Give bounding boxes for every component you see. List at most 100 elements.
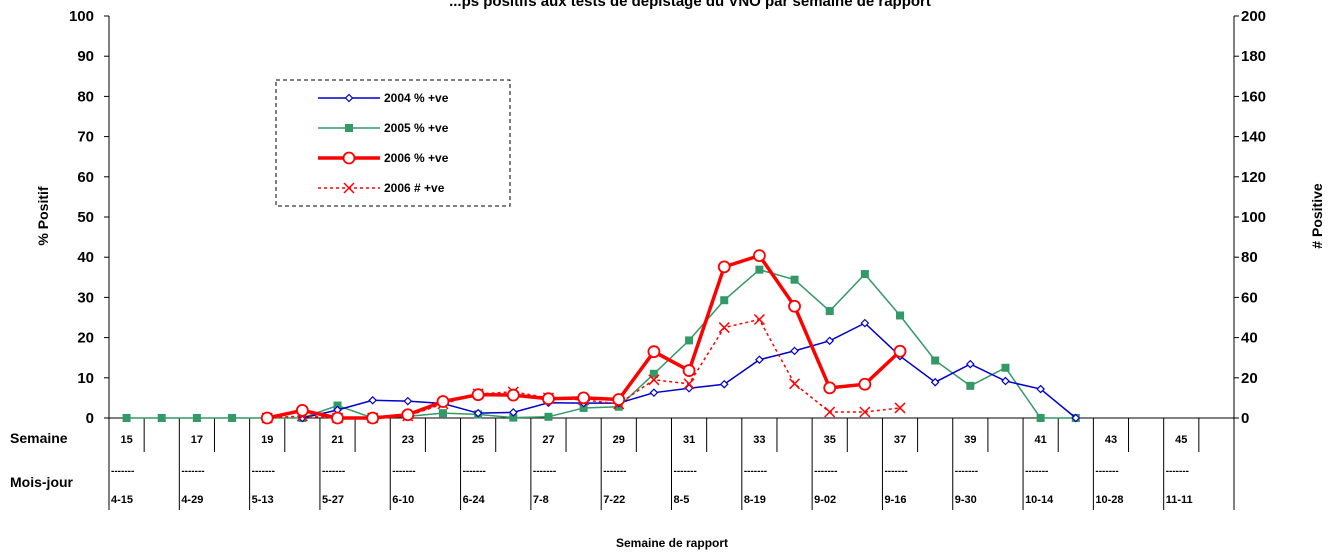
data-point-square (896, 311, 905, 320)
date-dash: ------- (1025, 466, 1048, 477)
y-left-tick-label: 30 (77, 289, 94, 306)
data-point-circle (295, 403, 309, 417)
y-left-tick-label: 90 (77, 48, 94, 65)
data-point-square (825, 307, 834, 316)
data-point-square (685, 336, 694, 345)
data-point-x (894, 402, 906, 414)
series-line (126, 268, 1076, 419)
date-dash: ------- (955, 466, 978, 477)
legend-item: 2004 % +ve (318, 91, 449, 105)
y-right-tick-label: 40 (1241, 330, 1258, 347)
data-point-x (859, 406, 871, 418)
data-point-square (157, 414, 166, 422)
date-dash: ------- (463, 466, 486, 477)
week-row: 15 ------- 4-15 17 ------- 4-29 19 ------- 5-13 2… (108, 418, 1235, 510)
data-point-diamond (965, 359, 975, 369)
data-point-circle (647, 345, 661, 359)
date-label: 5-27 (322, 494, 344, 506)
data-point-x (718, 322, 730, 334)
y-right-tick-label: 100 (1241, 209, 1266, 226)
week-label: 23 (402, 434, 414, 446)
data-point-circle (682, 364, 696, 377)
week-label: 27 (542, 434, 554, 446)
series-2004-ve (298, 318, 1081, 423)
y-right-tick-label: 120 (1241, 169, 1266, 186)
data-point-circle (893, 344, 907, 358)
date-label: 6-24 (463, 494, 486, 506)
week-label: 29 (613, 434, 625, 446)
y-axis-right-ticks: 0 20 40 60 80 100 120 140 160 180 200 (1234, 8, 1266, 427)
date-label: 8-5 (674, 494, 690, 506)
data-point-square (228, 414, 237, 422)
y-right-tick-label: 80 (1241, 249, 1258, 266)
data-point-square (860, 270, 869, 279)
data-point-circle (858, 377, 872, 391)
data-point-diamond (473, 408, 483, 418)
data-point-diamond (1071, 413, 1081, 423)
date-dash: ------- (674, 466, 697, 477)
date-dash: ------- (392, 466, 415, 477)
data-point-square (1001, 363, 1010, 372)
legend-label: 2006 # +ve (384, 181, 445, 195)
date-label: 9-02 (814, 494, 836, 506)
data-point-diamond (368, 395, 378, 405)
plot-area: 15 ------- 4-15 17 ------- 4-29 19 ------- 5-13 2… (108, 16, 1235, 510)
data-point-circle (542, 392, 555, 406)
y-left-tick-label: 20 (77, 330, 94, 347)
week-label: 21 (331, 434, 343, 446)
data-point-square (755, 265, 764, 274)
data-point-circle (717, 260, 731, 274)
data-point-x (683, 378, 695, 390)
date-label: 10-14 (1025, 494, 1054, 506)
date-dash: ------- (252, 466, 275, 477)
data-point-circle (577, 391, 591, 405)
date-dash: ------- (533, 466, 556, 477)
y-right-tick-label: 60 (1241, 289, 1258, 306)
legend-item: 2006 # +ve (318, 181, 445, 195)
y-left-tick-label: 10 (77, 370, 94, 387)
y-left-tick-label: 60 (77, 169, 94, 186)
y-left-tick-label: 0 (86, 410, 94, 427)
data-point-diamond (825, 336, 835, 346)
data-point-square (931, 356, 940, 365)
data-point-circle (612, 393, 626, 406)
date-label: 5-13 (252, 494, 274, 506)
date-dash: ------- (181, 466, 204, 477)
week-label: 25 (472, 434, 484, 446)
data-point-circle (752, 249, 766, 262)
date-label: 4-15 (111, 494, 133, 506)
date-label: 9-30 (955, 494, 977, 506)
data-point-diamond (719, 379, 729, 389)
date-label: 6-10 (392, 494, 414, 506)
y-axis-left-label: % Positif (35, 186, 51, 245)
data-point-square (122, 414, 131, 422)
y-right-tick-label: 0 (1241, 410, 1249, 427)
date-label: 8-19 (744, 494, 766, 506)
week-label: 17 (191, 434, 203, 446)
date-dash: ------- (744, 466, 767, 477)
row-label-date: Mois-jour (10, 474, 74, 490)
week-label: 43 (1105, 434, 1117, 446)
legend-label: 2004 % +ve (384, 91, 449, 105)
date-dash: ------- (1166, 466, 1189, 477)
y-right-tick-label: 20 (1241, 370, 1258, 387)
data-point-square (345, 124, 353, 132)
legend-item: 2005 % +ve (318, 121, 449, 135)
data-point-x (824, 406, 836, 418)
data-point-circle (823, 381, 837, 395)
data-point-square (438, 409, 447, 418)
y-left-tick-label: 70 (77, 129, 94, 146)
data-point-circle (366, 411, 380, 425)
week-label: 35 (824, 434, 836, 446)
week-label: 31 (683, 434, 695, 446)
data-point-circle (331, 411, 344, 425)
y-right-tick-label: 160 (1241, 88, 1266, 105)
date-dash: ------- (1095, 466, 1118, 477)
data-point-diamond (508, 408, 518, 417)
y-right-tick-label: 140 (1241, 129, 1266, 146)
legend-label: 2005 % +ve (384, 121, 449, 135)
date-label: 7-22 (603, 494, 625, 506)
data-point-diamond (860, 318, 870, 328)
week-label: 33 (753, 434, 765, 446)
